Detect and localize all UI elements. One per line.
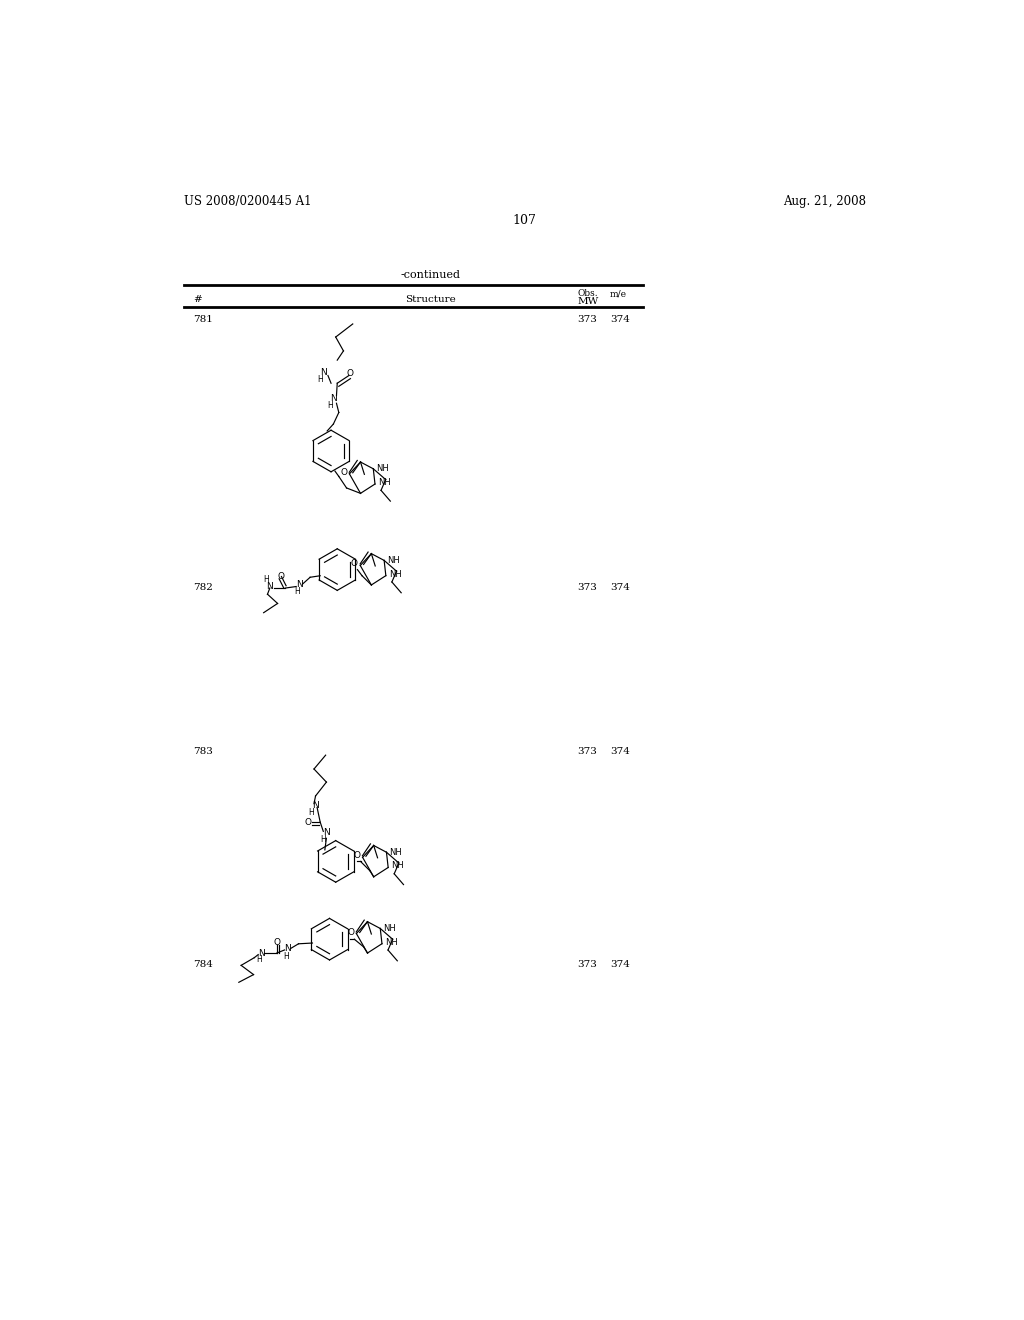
Text: N: N (285, 944, 291, 953)
Text: NH: NH (385, 937, 397, 946)
Text: N: N (330, 395, 337, 403)
Text: Aug. 21, 2008: Aug. 21, 2008 (782, 195, 866, 209)
Text: O: O (304, 817, 311, 826)
Text: H: H (328, 401, 333, 411)
Text: NH: NH (378, 478, 391, 487)
Text: O: O (347, 368, 354, 378)
Text: NH: NH (389, 570, 401, 578)
Text: N: N (296, 579, 303, 589)
Text: 107: 107 (513, 214, 537, 227)
Text: N: N (258, 949, 265, 957)
Text: H: H (308, 808, 314, 817)
Text: N: N (266, 582, 272, 591)
Text: -continued: -continued (400, 271, 460, 280)
Text: N: N (319, 368, 327, 378)
Text: m/e: m/e (610, 289, 627, 298)
Text: H: H (263, 576, 269, 583)
Text: Structure: Structure (404, 296, 456, 305)
Text: O: O (351, 560, 358, 569)
Text: N: N (311, 801, 318, 809)
Text: 373: 373 (578, 747, 597, 756)
Text: 782: 782 (194, 582, 213, 591)
Text: O: O (278, 572, 285, 581)
Text: O: O (353, 851, 360, 861)
Text: H: H (256, 954, 261, 964)
Text: 373: 373 (578, 314, 597, 323)
Text: 783: 783 (194, 747, 213, 756)
Text: H: H (295, 587, 300, 597)
Text: NH: NH (391, 862, 404, 870)
Text: 374: 374 (610, 582, 630, 591)
Text: 781: 781 (194, 314, 213, 323)
Text: US 2008/0200445 A1: US 2008/0200445 A1 (183, 195, 311, 209)
Text: 784: 784 (194, 960, 213, 969)
Text: O: O (273, 937, 281, 946)
Text: NH: NH (387, 556, 400, 565)
Text: Obs.: Obs. (578, 289, 598, 298)
Text: 373: 373 (578, 582, 597, 591)
Text: #: # (194, 296, 202, 305)
Text: O: O (347, 928, 354, 936)
Text: NH: NH (389, 847, 402, 857)
Text: H: H (317, 375, 324, 384)
Text: O: O (340, 467, 347, 477)
Text: N: N (324, 829, 330, 837)
Text: MW: MW (578, 297, 599, 306)
Text: 374: 374 (610, 314, 630, 323)
Text: 374: 374 (610, 747, 630, 756)
Text: 374: 374 (610, 960, 630, 969)
Text: H: H (283, 952, 289, 961)
Text: 373: 373 (578, 960, 597, 969)
Text: NH: NH (383, 924, 396, 933)
Text: NH: NH (377, 465, 389, 474)
Text: H: H (321, 836, 326, 845)
